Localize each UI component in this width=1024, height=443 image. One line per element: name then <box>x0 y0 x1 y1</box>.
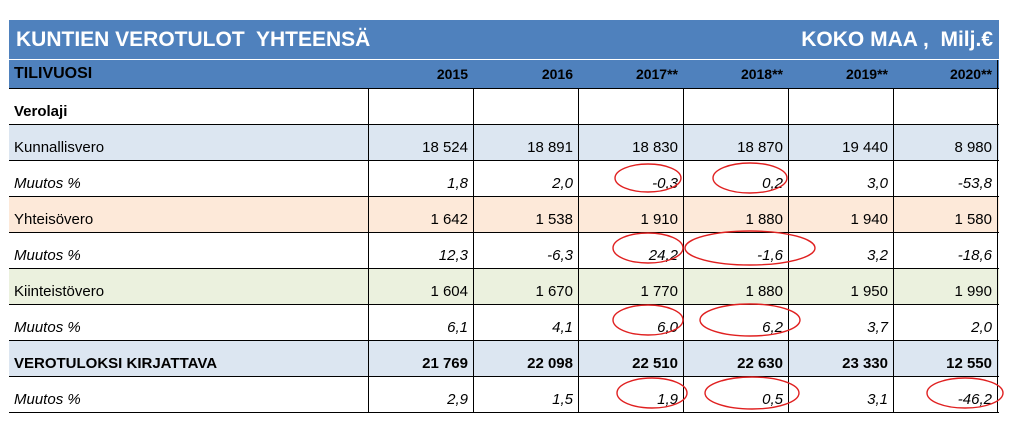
table-title: KUNTIEN VEROTULOT YHTEENSÄ <box>16 28 371 51</box>
cell: 1 940 <box>788 197 893 232</box>
cell: 3,1 <box>788 377 893 412</box>
cell: 22 630 <box>683 341 788 376</box>
cell: 21 769 <box>368 341 473 376</box>
cell <box>788 89 893 124</box>
cell: -53,8 <box>893 161 998 196</box>
row-yhteisovero: Yhteisövero 1 642 1 538 1 910 1 880 1 94… <box>9 197 999 233</box>
row-label: Kunnallisvero <box>14 139 105 156</box>
cell: 12 550 <box>893 341 998 376</box>
row-kiinteistovero: Kiinteistövero 1 604 1 670 1 770 1 880 1… <box>9 269 999 305</box>
row-kunnallisvero: Kunnallisvero 18 524 18 891 18 830 18 87… <box>9 125 999 161</box>
header-label: TILIVUOSI <box>14 65 93 82</box>
row-label: Muutos % <box>14 391 81 408</box>
cell: -1,6 <box>683 233 788 268</box>
cell <box>893 89 998 124</box>
header-year-2018: 2018** <box>740 66 783 82</box>
cell: 6,2 <box>683 305 788 340</box>
cell: 1,8 <box>368 161 473 196</box>
row-label: Kiinteistövero <box>14 283 105 300</box>
cell <box>578 89 683 124</box>
cell: 1 990 <box>893 269 998 304</box>
cell: 18 830 <box>578 125 683 160</box>
cell: 23 330 <box>788 341 893 376</box>
row-muutos-yhteensa: Muutos % 2,9 1,5 1,9 0,5 3,1 -46,2 <box>9 377 999 413</box>
cell: 18 524 <box>368 125 473 160</box>
cell: 4,1 <box>473 305 578 340</box>
row-label: VEROTULOKSI KIRJATTAVA <box>14 355 218 372</box>
cell: 1 910 <box>578 197 683 232</box>
cell <box>368 89 473 124</box>
header-year-2020: 2020** <box>893 60 998 88</box>
cell: 1 538 <box>473 197 578 232</box>
row-verotuloksi-kirjattava: VEROTULOKSI KIRJATTAVA 21 769 22 098 22 … <box>9 341 999 377</box>
cell: 12,3 <box>368 233 473 268</box>
header-year-2015: 2015 <box>436 66 468 82</box>
cell: 1,9 <box>578 377 683 412</box>
cell: 1 770 <box>578 269 683 304</box>
header-row: TILIVUOSI 2015 2016 2017** 2018** 2019**… <box>9 59 999 88</box>
cell: 24,2 <box>578 233 683 268</box>
header-year-2017: 2017** <box>635 66 678 82</box>
cell: 1 950 <box>788 269 893 304</box>
cell: 22 098 <box>473 341 578 376</box>
row-label: Muutos % <box>14 175 81 192</box>
row-label: Muutos % <box>14 247 81 264</box>
cell: 3,2 <box>788 233 893 268</box>
table-subtitle: KOKO MAA , Milj.€ <box>801 28 993 51</box>
row-label: Verolaji <box>14 103 68 120</box>
row-muutos-kiinteistovero: Muutos % 6,1 4,1 6,0 6,2 3,7 2,0 <box>9 305 999 341</box>
cell: 6,1 <box>368 305 473 340</box>
cell: 1 670 <box>473 269 578 304</box>
cell: 3,0 <box>788 161 893 196</box>
cell: 6,0 <box>578 305 683 340</box>
cell: 1 642 <box>368 197 473 232</box>
row-verolaji: Verolaji <box>9 88 999 125</box>
cell: 1,5 <box>473 377 578 412</box>
tax-revenue-table: KUNTIEN VEROTULOT YHTEENSÄ KOKO MAA , Mi… <box>9 20 999 413</box>
cell <box>473 89 578 124</box>
cell: 2,0 <box>893 305 998 340</box>
row-label: Muutos % <box>14 319 81 336</box>
row-muutos-yhteisovero: Muutos % 12,3 -6,3 24,2 -1,6 3,2 -18,6 <box>9 233 999 269</box>
cell: 0,2 <box>683 161 788 196</box>
cell <box>683 89 788 124</box>
cell: 18 870 <box>683 125 788 160</box>
cell: 8 980 <box>893 125 998 160</box>
cell: -0,3 <box>578 161 683 196</box>
cell: -18,6 <box>893 233 998 268</box>
row-label: Yhteisövero <box>14 211 94 228</box>
header-year-2016: 2016 <box>541 66 573 82</box>
table-title-bar: KUNTIEN VEROTULOT YHTEENSÄ KOKO MAA , Mi… <box>9 20 999 59</box>
cell: 3,7 <box>788 305 893 340</box>
cell: 2,9 <box>368 377 473 412</box>
cell: 0,5 <box>683 377 788 412</box>
cell: 1 604 <box>368 269 473 304</box>
cell: 2,0 <box>473 161 578 196</box>
cell: 1 880 <box>683 197 788 232</box>
row-muutos-kunnallisvero: Muutos % 1,8 2,0 -0,3 0,2 3,0 -53,8 <box>9 161 999 197</box>
cell: 1 580 <box>893 197 998 232</box>
header-year-2019: 2019** <box>845 66 888 82</box>
cell: -6,3 <box>473 233 578 268</box>
cell: 19 440 <box>788 125 893 160</box>
cell: 18 891 <box>473 125 578 160</box>
cell: 22 510 <box>578 341 683 376</box>
cell: 1 880 <box>683 269 788 304</box>
cell: -46,2 <box>893 377 998 412</box>
